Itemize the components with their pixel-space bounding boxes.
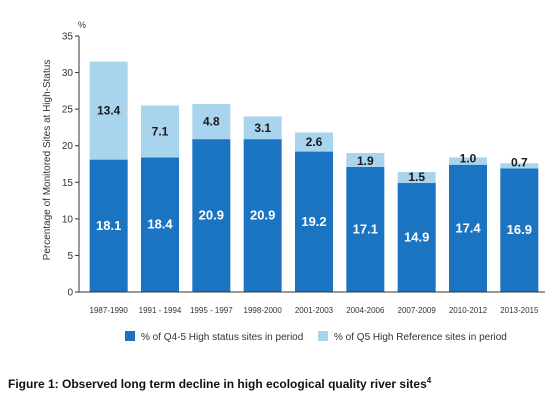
bar-high-status bbox=[89, 159, 128, 292]
data-label-high-reference: 0.7 bbox=[511, 155, 528, 169]
chart: % Percentage of Monitored Sites at High-… bbox=[42, 20, 545, 343]
bar-high-status bbox=[397, 183, 436, 292]
x-tick-label: 2001-2003 bbox=[295, 306, 334, 315]
caption-text: Figure 1: Observed long term decline in … bbox=[8, 377, 427, 391]
bar-high-status bbox=[243, 139, 282, 292]
bar-high-status bbox=[192, 139, 231, 292]
data-label-high-reference: 1.5 bbox=[408, 170, 425, 184]
data-label-high-status: 17.4 bbox=[455, 220, 481, 235]
caption-footnote: 4 bbox=[426, 376, 432, 385]
data-label-high-reference: 3.1 bbox=[254, 121, 271, 135]
x-tick-label: 1987-1990 bbox=[90, 306, 129, 315]
bar-high-status bbox=[449, 164, 487, 292]
bar-high-reference bbox=[141, 105, 179, 158]
data-label-high-reference: 1.0 bbox=[460, 152, 477, 166]
data-label-high-status: 18.1 bbox=[96, 218, 121, 233]
y-axis-title: Percentage of Monitored Sites at High-St… bbox=[42, 60, 53, 261]
x-tick-label: 2013-2015 bbox=[500, 306, 539, 315]
bar-high-reference bbox=[89, 61, 128, 160]
bar-high-status bbox=[295, 151, 333, 292]
legend: % of Q4-5 High status sites in period % o… bbox=[125, 331, 507, 343]
bar-high-reference bbox=[397, 172, 436, 184]
x-tick-label: 2007-2009 bbox=[398, 306, 437, 315]
data-label-high-reference: 4.8 bbox=[203, 115, 220, 129]
bars: 18.1 13.4 18.4 7.1 20.9 4.8 20.9 3.1 19.2 2.6 17.1… bbox=[89, 61, 539, 292]
data-label-high-status: 18.4 bbox=[147, 217, 173, 232]
data-label-high-status: 17.1 bbox=[353, 221, 378, 236]
legend-swatch bbox=[125, 331, 135, 341]
x-tick-label: 2004-2006 bbox=[346, 306, 385, 315]
y-tick-label: 30 bbox=[62, 68, 74, 79]
legend-entry: % of Q4-5 High status sites in period bbox=[141, 332, 303, 343]
data-label-high-status: 14.9 bbox=[404, 230, 429, 245]
x-tick-label: 2010-2012 bbox=[449, 306, 488, 315]
legend-entry: % of Q5 High Reference sites in period bbox=[334, 332, 507, 343]
data-label-high-reference: 1.9 bbox=[357, 154, 374, 168]
bar-high-reference bbox=[243, 116, 282, 140]
bar-high-reference bbox=[500, 163, 539, 169]
y-axis: 0 5 10 15 20 25 30 35 bbox=[62, 32, 79, 299]
bar-high-status bbox=[141, 157, 179, 292]
data-label-high-status: 19.2 bbox=[301, 214, 326, 229]
bar-high-reference bbox=[449, 157, 487, 165]
x-tick-label: 1998-2000 bbox=[244, 306, 283, 315]
x-axis: 1987-1990 1991 - 1994 1995 - 1997 1998-2000… bbox=[90, 306, 539, 315]
y-tick-label: 35 bbox=[62, 32, 74, 43]
y-tick-label: 0 bbox=[67, 288, 73, 299]
data-label-high-reference: 2.6 bbox=[306, 135, 323, 149]
y-tick-label: 15 bbox=[62, 178, 74, 189]
x-tick-label: 1995 - 1997 bbox=[190, 306, 233, 315]
data-label-high-status: 16.9 bbox=[507, 222, 532, 237]
y-tick-label: 20 bbox=[62, 141, 74, 152]
y-unit-label: % bbox=[78, 20, 86, 30]
x-tick-label: 1991 - 1994 bbox=[139, 306, 182, 315]
bar-high-status bbox=[500, 168, 539, 292]
data-label-high-reference: 13.4 bbox=[97, 104, 121, 118]
bar-high-reference bbox=[192, 104, 231, 140]
y-tick-label: 25 bbox=[62, 105, 74, 116]
bar-high-reference bbox=[346, 153, 385, 167]
legend-swatch bbox=[318, 331, 328, 341]
y-tick-label: 10 bbox=[62, 214, 74, 225]
bar-high-reference bbox=[295, 132, 333, 152]
y-tick-label: 5 bbox=[67, 251, 73, 262]
data-label-high-status: 20.9 bbox=[250, 208, 275, 223]
bar-high-status bbox=[346, 166, 385, 292]
figure-caption: Figure 1: Observed long term decline in … bbox=[8, 376, 553, 391]
data-label-high-status: 20.9 bbox=[199, 208, 224, 223]
data-label-high-reference: 7.1 bbox=[152, 124, 169, 138]
